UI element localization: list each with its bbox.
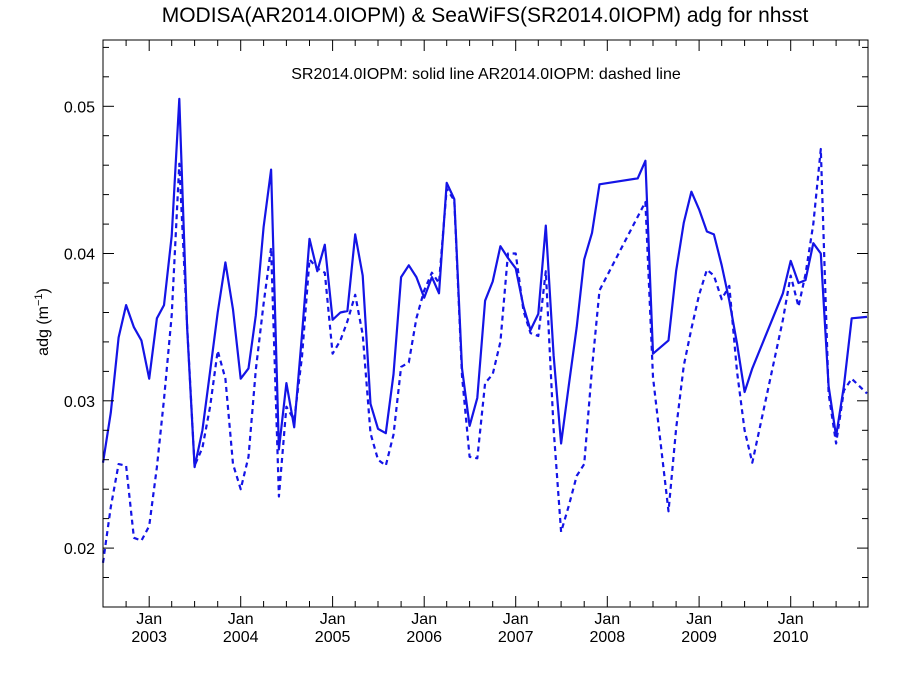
y-tick-label: 0.02 bbox=[64, 541, 95, 558]
x-tick-year-label: 2009 bbox=[681, 629, 717, 646]
dashed-series-line bbox=[101, 147, 868, 563]
x-tick-month-label: Jan bbox=[228, 611, 254, 628]
y-axis-label-exponent: −1 bbox=[33, 293, 45, 306]
x-tick-year-label: 2003 bbox=[131, 629, 167, 646]
x-tick-month-label: Jan bbox=[411, 611, 437, 628]
x-tick-year-label: 2010 bbox=[773, 629, 809, 646]
y-axis-label-main: adg (m bbox=[35, 306, 52, 356]
plot-frame bbox=[102, 39, 869, 608]
x-tick-year-label: 2007 bbox=[498, 629, 534, 646]
x-tick-year-label: 2008 bbox=[590, 629, 626, 646]
x-tick-month-label: Jan bbox=[136, 611, 162, 628]
x-tick-year-label: 2006 bbox=[406, 629, 442, 646]
y-tick-label: 0.05 bbox=[64, 99, 95, 116]
x-tick-month-label: Jan bbox=[778, 611, 804, 628]
line-style-note: SR2014.0IOPM: solid line AR2014.0IOPM: d… bbox=[291, 66, 681, 83]
x-tick-month-label: Jan bbox=[503, 611, 529, 628]
y-tick-label: 0.03 bbox=[64, 394, 95, 411]
x-tick-year-label: 2005 bbox=[315, 629, 351, 646]
y-axis-label-close: ) bbox=[35, 288, 52, 293]
chart-title: MODISA(AR2014.0IOPM) & SeaWiFS(SR2014.0I… bbox=[162, 4, 809, 27]
x-tick-month-label: Jan bbox=[320, 611, 346, 628]
solid-series-line bbox=[101, 97, 868, 469]
axis-layer: 0.020.030.040.05Jan2003Jan2004Jan2005Jan… bbox=[64, 39, 869, 646]
y-tick-label: 0.04 bbox=[64, 247, 95, 264]
x-tick-month-label: Jan bbox=[594, 611, 620, 628]
x-tick-year-label: 2004 bbox=[223, 629, 259, 646]
x-tick-month-label: Jan bbox=[686, 611, 712, 628]
y-axis-label: adg (m−1) bbox=[33, 288, 52, 356]
series-layer bbox=[101, 97, 868, 563]
